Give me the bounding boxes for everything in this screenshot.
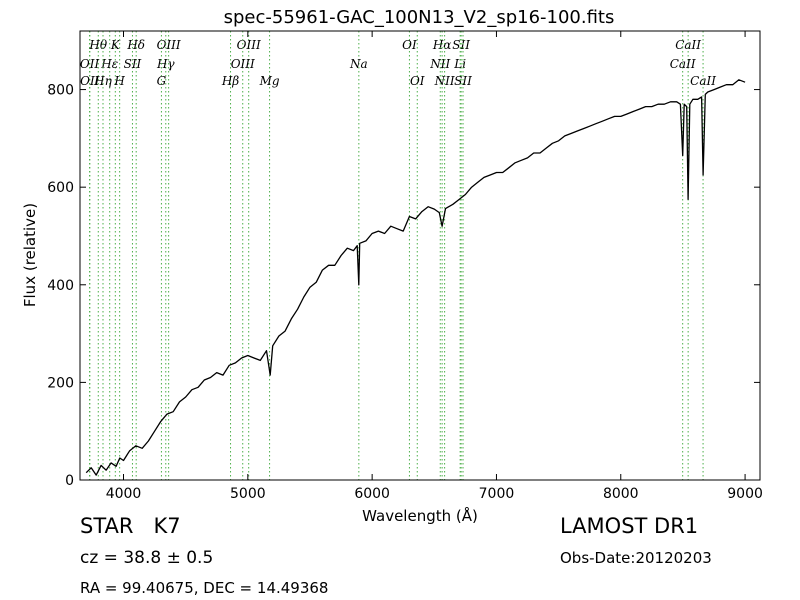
x-tick-label: 7000 — [479, 486, 515, 502]
spectrum-line — [85, 79, 746, 476]
class-label: STAR — [80, 514, 134, 538]
marker-label: CaII — [690, 74, 716, 88]
y-axis-label: Flux (relative) — [21, 203, 39, 307]
obs-date-label: Obs-Date:20120203 — [560, 549, 712, 567]
marker-label: Na — [349, 57, 368, 71]
marker-label: CaII — [675, 38, 701, 52]
y-tick-label: 200 — [47, 375, 74, 391]
marker-label: OI — [410, 74, 425, 88]
marker-label: Hβ — [221, 74, 239, 88]
y-tick-label: 800 — [47, 83, 74, 99]
x-axis-label: Wavelength (Å) — [362, 506, 478, 525]
marker-label: SII — [124, 57, 142, 71]
marker-label: NII — [429, 57, 450, 71]
marker-label: SII — [452, 38, 470, 52]
subclass-label: K7 — [153, 514, 181, 538]
marker-label: OIII — [157, 38, 181, 52]
spectral-class: STAR K7 — [80, 514, 181, 538]
marker-label: Li — [453, 57, 466, 71]
axes: 4000 5000 6000 7000 8000 9000 0 200 400 600 800 — [47, 31, 763, 502]
marker-label: Mg — [259, 74, 280, 88]
marker-label: Hε — [100, 57, 118, 71]
marker-label: Hγ — [156, 57, 175, 71]
coordinates-label: RA = 99.40675, DEC = 14.49368 — [80, 579, 329, 597]
redshift-label: cz = 38.8 ± 0.5 — [80, 548, 214, 568]
x-tick-label: 6000 — [354, 486, 390, 502]
x-tick-label: 5000 — [230, 486, 266, 502]
marker-label: Hη — [93, 74, 112, 88]
survey-label: LAMOST DR1 — [560, 514, 699, 538]
marker-label: OII — [80, 74, 100, 88]
marker-label: H — [113, 74, 125, 88]
x-tick-label: 9000 — [727, 486, 763, 502]
marker-label: OI — [402, 38, 417, 52]
marker-label: SII — [454, 74, 472, 88]
marker-label: NII — [434, 74, 455, 88]
y-tick-label: 600 — [47, 180, 74, 196]
chart-title: spec-55961-GAC_100N13_V2_sp16-100.fits — [224, 7, 615, 28]
marker-label: OIII — [231, 57, 255, 71]
y-tick-label: 0 — [65, 473, 74, 489]
x-tick-label: 4000 — [106, 486, 142, 502]
marker-label: CaII — [670, 57, 696, 71]
plot-frame — [79, 30, 761, 481]
marker-label: G — [157, 74, 167, 88]
marker-label: Hθ — [88, 38, 107, 52]
x-tick-label: 8000 — [603, 486, 639, 502]
y-tick-label: 400 — [47, 278, 74, 294]
marker-label: OIII — [237, 38, 261, 52]
spectrum-series — [85, 79, 746, 476]
marker-label: Hα — [432, 38, 452, 52]
marker-label: K — [110, 38, 121, 52]
marker-label: Hδ — [126, 38, 145, 52]
